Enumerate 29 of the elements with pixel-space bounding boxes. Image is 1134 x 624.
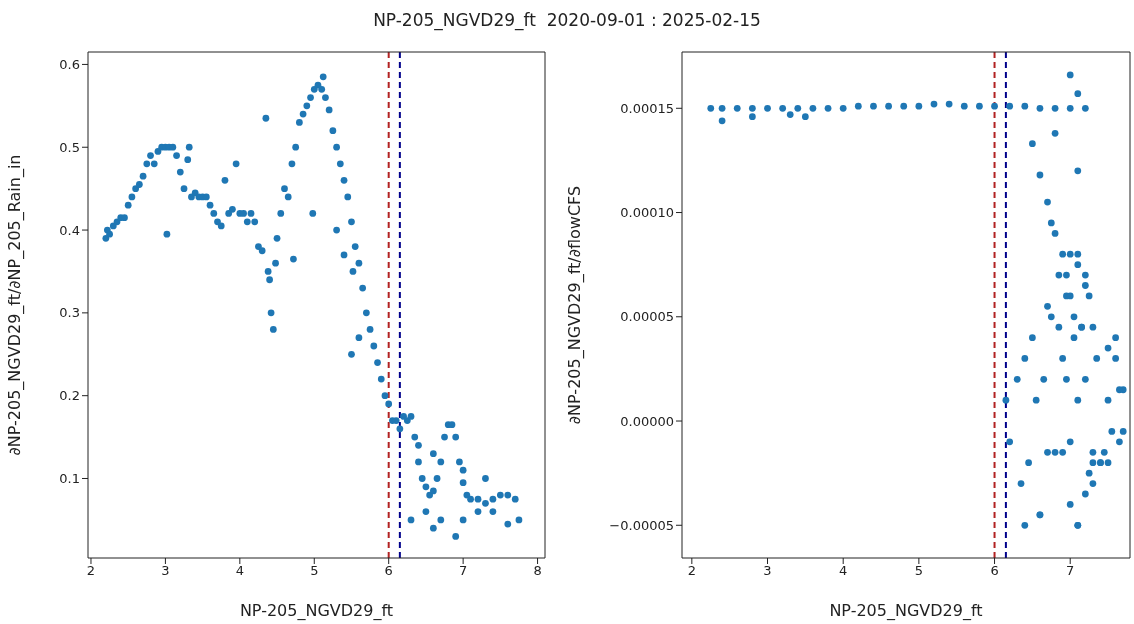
y-tick-label: 0.1	[59, 471, 80, 487]
y-tick-label: 0.6	[59, 57, 80, 73]
x-tick-label: 3	[763, 563, 772, 579]
x-tick-label: 3	[161, 563, 170, 579]
x-axis-title: NP-205_NGVD29_ft	[829, 601, 983, 621]
x-tick-label: 6	[384, 563, 393, 579]
x-tick-label: 7	[1066, 563, 1075, 579]
x-axis-title: NP-205_NGVD29_ft	[239, 601, 394, 621]
y-axis-title: ∂NP-205_NGVD29_ft/∂NP_205_Rain_in	[4, 154, 25, 456]
x-tick-label: 7	[458, 563, 468, 579]
x-tick-label: 5	[914, 563, 924, 579]
y-tick-label: 0.00010	[620, 205, 674, 221]
x-tick-label: 4	[235, 563, 244, 579]
y-tick-label: 0.00015	[620, 100, 674, 116]
x-tick-label: 4	[839, 563, 848, 579]
x-tick-label: 2	[687, 563, 696, 579]
x-tick-label: 5	[310, 563, 319, 579]
x-tick-label: 8	[533, 563, 542, 579]
y-axis-title: ∂NP-205_NGVD29_ft/∂flowCFS	[564, 185, 585, 425]
x-tick-label: 6	[990, 563, 999, 579]
y-tick-label: 0.4	[59, 222, 80, 238]
y-tick-label: 0.00000	[620, 413, 674, 429]
y-tick-label: −0.00005	[609, 517, 674, 533]
y-tick-label: 0.3	[59, 305, 80, 321]
chart-title: NP-205_NGVD29_ft 2020-09-01 : 2025-02-15	[372, 10, 762, 30]
y-tick-label: 0.00005	[620, 309, 674, 325]
y-tick-label: 0.5	[59, 139, 80, 155]
x-tick-label: 2	[86, 563, 96, 579]
y-tick-label: 0.2	[59, 388, 80, 404]
